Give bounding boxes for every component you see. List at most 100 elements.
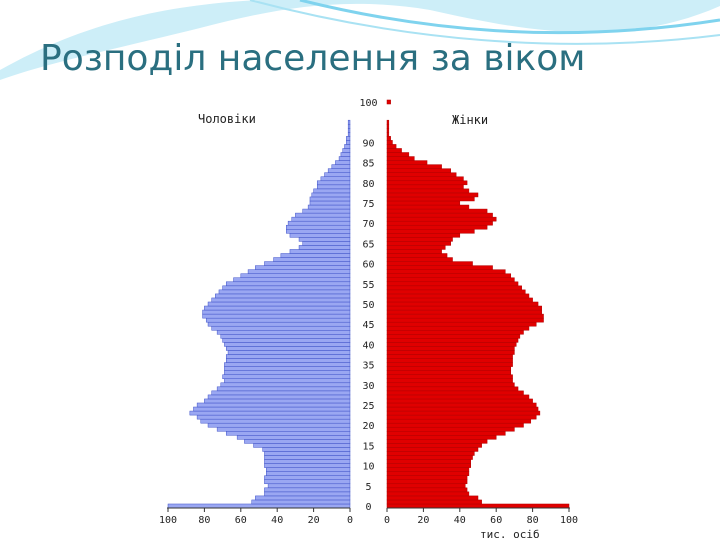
- men-bar: [204, 305, 351, 311]
- men-bar: [253, 443, 351, 448]
- men-bar: [222, 338, 351, 343]
- age-tick-label: 25: [362, 401, 374, 412]
- women-bar: [386, 237, 453, 242]
- women-bar: [386, 362, 513, 367]
- men-bar: [264, 451, 351, 456]
- women-bar: [386, 136, 391, 141]
- women-bar: [386, 410, 541, 416]
- women-bar: [386, 277, 515, 283]
- women-bar: [386, 220, 493, 226]
- women-bar: [386, 418, 532, 424]
- age-tick-label: 50: [362, 300, 374, 311]
- men-bar: [267, 483, 351, 489]
- men-bar: [244, 439, 351, 444]
- men-bar: [202, 309, 351, 315]
- age-tick-label: 10: [362, 462, 374, 473]
- age-axis: 0 5 10 15 20 25 30 35 40 45 50 55 60 65 70 75 80 85 90 100: [359, 98, 377, 513]
- decorative-wave: [0, 0, 720, 80]
- men-x-tick-label: 100: [159, 515, 177, 526]
- men-bar: [311, 192, 351, 198]
- women-bar: [386, 313, 544, 319]
- women-x-tick-label: 100: [560, 515, 578, 526]
- women-bar: [386, 253, 448, 258]
- men-bar: [225, 281, 351, 287]
- women-bar: [386, 499, 482, 505]
- men-bar: [233, 277, 351, 283]
- women-bar: [386, 471, 470, 476]
- age-tick-label: 55: [362, 280, 374, 291]
- men-label: Чоловіки: [198, 112, 256, 126]
- men-bar: [266, 471, 351, 476]
- men-bar: [200, 418, 351, 424]
- women-bar: [386, 200, 461, 206]
- age-tick-label: 40: [362, 340, 374, 351]
- women-label: Жінки: [452, 113, 488, 127]
- women-bar: [386, 265, 493, 270]
- women-bar: [386, 245, 446, 250]
- men-bar: [338, 156, 351, 161]
- men-bar: [340, 152, 351, 157]
- men-bar: [224, 362, 351, 367]
- women-bar: [386, 422, 524, 428]
- women-bar: [386, 330, 524, 335]
- men-bar: [220, 382, 351, 388]
- men-x-tick-label: 20: [308, 515, 320, 526]
- men-bar: [286, 224, 351, 230]
- women-bar: [386, 184, 464, 190]
- women-bar: [386, 132, 390, 137]
- men-bar: [227, 350, 351, 355]
- men-x-tick-label: 40: [271, 515, 283, 526]
- men-bar: [320, 176, 351, 182]
- men-bar: [302, 208, 351, 214]
- age-tick-label: 60: [362, 260, 374, 271]
- women-bar: [386, 301, 539, 307]
- men-bar: [225, 346, 351, 351]
- women-bar: [386, 229, 475, 234]
- men-bar: [236, 435, 351, 440]
- men-bar: [346, 136, 351, 141]
- men-bar: [222, 285, 351, 291]
- men-bar: [225, 431, 351, 436]
- men-bar: [316, 184, 351, 190]
- men-bar: [216, 426, 351, 432]
- women-bar: [386, 208, 488, 214]
- women-bar: [386, 447, 479, 452]
- men-bar: [264, 463, 351, 468]
- women-bar: [386, 479, 468, 485]
- women-bar: [386, 487, 468, 493]
- men-bar: [247, 269, 351, 274]
- men-bar: [335, 160, 351, 165]
- women-bar: [386, 273, 512, 278]
- women-bar: [386, 435, 497, 440]
- age-tick-label: 30: [362, 381, 374, 392]
- age-tick-label: 85: [362, 159, 374, 170]
- women-bar: [386, 443, 482, 448]
- women-bar: [386, 168, 451, 173]
- women-bar: [386, 305, 542, 311]
- women-bar: [386, 406, 539, 412]
- men-bar: [207, 394, 351, 400]
- women-x-tick-label: 20: [417, 515, 429, 526]
- women-bar: [386, 180, 468, 186]
- men-bar: [344, 144, 351, 149]
- men-bar: [264, 491, 351, 497]
- women-bar: [386, 257, 453, 262]
- men-bar: [225, 358, 351, 363]
- men-bar: [215, 293, 351, 299]
- decorative-wave-line-2: [249, 0, 720, 45]
- women-bar: [386, 297, 533, 303]
- women-bar: [386, 390, 524, 396]
- women-bar: [386, 196, 475, 202]
- women-bar: [386, 140, 393, 145]
- women-bar: [386, 148, 402, 153]
- women-bar: [386, 176, 464, 182]
- men-bar: [262, 447, 351, 452]
- women-bar: [386, 431, 506, 436]
- women-bar: [386, 123, 390, 129]
- women-bar: [386, 386, 519, 392]
- men-bar: [264, 455, 351, 460]
- men-bars: [167, 119, 351, 509]
- women-bar: [386, 338, 519, 343]
- women-bar: [386, 233, 461, 238]
- age-tick-label: 80: [362, 179, 374, 190]
